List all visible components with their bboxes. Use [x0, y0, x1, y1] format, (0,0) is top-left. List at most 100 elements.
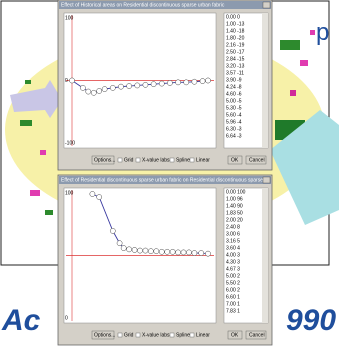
curve-point[interactable]	[121, 246, 126, 251]
spline-label: Spline	[176, 157, 190, 163]
grid-label: Grid	[124, 157, 134, 163]
ok-label: OK	[231, 332, 239, 338]
list-item: 2.16 -19	[226, 42, 245, 48]
spline-checkbox[interactable]	[170, 158, 174, 162]
curve-point[interactable]	[192, 250, 197, 255]
curve-point[interactable]	[86, 89, 91, 94]
grid-checkbox[interactable]	[118, 333, 122, 337]
curve-point[interactable]	[181, 250, 186, 255]
curve-point[interactable]	[127, 83, 132, 88]
curve-point[interactable]	[192, 79, 197, 84]
close-button[interactable]	[263, 177, 270, 183]
list-item: 0.00 100	[226, 189, 246, 195]
grid-label: Grid	[124, 332, 134, 338]
cancel-label: Cancel	[249, 157, 265, 163]
y-label: 100	[65, 190, 74, 196]
curve-point[interactable]	[175, 80, 180, 85]
list-item: 4.00 3	[226, 252, 240, 258]
curve-point[interactable]	[159, 249, 164, 254]
xvalue-checkbox[interactable]	[136, 333, 140, 337]
curve-point[interactable]	[118, 84, 123, 89]
curve-point[interactable]	[137, 248, 142, 253]
curve-point[interactable]	[90, 191, 95, 196]
curve-point[interactable]	[97, 194, 102, 199]
list-item: 5.50 2	[226, 280, 240, 286]
cancel-label: Cancel	[249, 332, 265, 338]
grid-checkbox[interactable]	[118, 158, 122, 162]
list-item: 3.60 4	[226, 245, 240, 251]
scrollbar	[262, 188, 268, 323]
list-item: 5.00 -5	[226, 98, 242, 104]
y-label: 0	[65, 315, 68, 321]
y-label: 100	[65, 15, 74, 21]
list-item: 4.24 -8	[226, 84, 242, 90]
xvalue-label: X-value labs	[142, 157, 170, 163]
curve-point[interactable]	[110, 85, 115, 90]
y-label: -100	[65, 140, 75, 146]
curve-point[interactable]	[69, 78, 74, 83]
curve-point[interactable]	[80, 85, 85, 90]
curve-point[interactable]	[165, 249, 170, 254]
list-item: 4.60 -6	[226, 91, 242, 97]
curve-point[interactable]	[148, 249, 153, 254]
curve-point[interactable]	[143, 248, 148, 253]
options-label: Options...	[94, 332, 115, 338]
curve-point[interactable]	[170, 249, 175, 254]
list-item: 1.00 -13	[226, 21, 245, 27]
list-item: 6.00 2	[226, 287, 240, 293]
list-item: 0.00 0	[226, 14, 240, 20]
ok-label: OK	[231, 157, 239, 163]
list-item: 1.40 -18	[226, 28, 245, 34]
xvalue-checkbox[interactable]	[136, 158, 140, 162]
screenshot: p Ac 990 Effect of Historical areas on R…	[0, 0, 339, 347]
curve-point[interactable]	[186, 250, 191, 255]
curve-point[interactable]	[151, 82, 156, 87]
linear-label: Linear	[196, 332, 210, 338]
close-button[interactable]	[263, 2, 270, 8]
curve-point[interactable]	[91, 90, 96, 95]
list-item: 6.30 -3	[226, 126, 242, 132]
curve-point[interactable]	[143, 82, 148, 87]
footer-left: Ac	[1, 304, 41, 337]
list-item: 3.00 6	[226, 231, 240, 237]
xvalue-label: X-value labs	[142, 332, 170, 338]
list-item: 4.67 3	[226, 266, 240, 272]
list-item: 6.64 -3	[226, 133, 242, 139]
curve-point[interactable]	[97, 88, 102, 93]
curve-point[interactable]	[117, 241, 122, 246]
curve-point[interactable]	[175, 250, 180, 255]
list-item: 3.90 -9	[226, 77, 242, 83]
list-item: 1.00 96	[226, 196, 243, 202]
curve-point[interactable]	[154, 249, 159, 254]
dialog-title: Effect of Historical areas on Residentia…	[61, 2, 225, 8]
curve-point[interactable]	[127, 247, 132, 252]
scrollbar	[262, 13, 268, 148]
spline-checkbox[interactable]	[170, 333, 174, 337]
curve-point[interactable]	[205, 251, 210, 256]
linear-checkbox[interactable]	[190, 158, 194, 162]
list-item: 7.83 1	[226, 308, 240, 314]
list-item: 1.40 90	[226, 203, 243, 209]
list-item: 2.40 8	[226, 224, 240, 230]
curve-point[interactable]	[184, 80, 189, 85]
curve-point[interactable]	[200, 79, 205, 84]
curve-point[interactable]	[110, 228, 115, 233]
curve-point[interactable]	[199, 250, 204, 255]
list-item: 2.50 -17	[226, 49, 245, 55]
curve-point[interactable]	[135, 83, 140, 88]
curve-point[interactable]	[205, 78, 210, 83]
footer-right: 990	[286, 304, 336, 337]
options-label: Options...	[94, 157, 115, 163]
dialog-title: Effect of Residential discontinuous spar…	[61, 177, 263, 183]
title-fragment: p	[316, 19, 329, 46]
curve-point[interactable]	[167, 80, 172, 85]
y-label: 0	[65, 78, 68, 84]
linear-label: Linear	[196, 157, 210, 163]
list-item: 5.30 -5	[226, 105, 242, 111]
list-item: 7.00 1	[226, 301, 240, 307]
linear-checkbox[interactable]	[190, 333, 194, 337]
curve-point[interactable]	[159, 81, 164, 86]
list-item: 4.30 3	[226, 259, 240, 265]
curve-point[interactable]	[132, 247, 137, 252]
curve-point[interactable]	[102, 87, 107, 92]
